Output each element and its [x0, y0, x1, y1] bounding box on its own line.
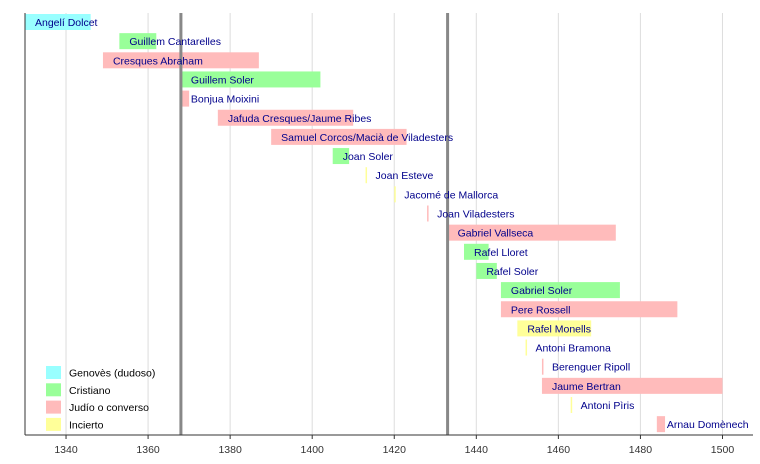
- legend-label: Judío o converso: [69, 402, 149, 414]
- legend-swatch: [46, 383, 61, 397]
- timeline-bar: [500, 301, 678, 318]
- bar-label: Rafel Monells: [527, 323, 591, 335]
- bar-label: Arnau Domènech: [667, 419, 749, 431]
- bar-labels: Angelí Dolcet Guillem Cantarelles Cresques…: [35, 17, 749, 431]
- timeline-bar: [271, 128, 407, 145]
- timeline-bar: [541, 358, 544, 375]
- legend-swatch: [46, 400, 61, 414]
- bar-label: Antoni Bramona: [536, 343, 611, 355]
- legend-label: Genovès (dudoso): [69, 368, 155, 380]
- timeline-bar: [332, 148, 350, 165]
- legend-label: Cristiano: [69, 385, 111, 397]
- timeline-bar: [476, 262, 497, 279]
- timeline-bar: [656, 416, 666, 433]
- x-tick-label: 1400: [301, 444, 325, 456]
- timeline-bar: [525, 339, 528, 356]
- bar-label: Berenguer Ripoll: [552, 362, 630, 374]
- bar-label: Angelí Dolcet: [35, 17, 98, 29]
- timeline-bar: [394, 186, 396, 203]
- timeline-bar: [119, 33, 157, 50]
- x-tick-label: 1380: [218, 444, 242, 456]
- bar-label: Joan Esteve: [376, 170, 434, 182]
- bar-label: Rafel Soler: [486, 266, 538, 278]
- timeline-bar: [570, 397, 573, 413]
- x-axis: 1340 1360 1380 1400 1420 1440 1460 1480 1500: [24, 13, 753, 456]
- timeline-bar: [464, 243, 489, 260]
- x-tick-label: 1340: [54, 444, 78, 456]
- timeline-bar: [365, 167, 368, 184]
- timeline-bar: [541, 377, 723, 394]
- timeline-bar: [180, 90, 190, 107]
- x-tick-label: 1460: [547, 444, 571, 456]
- bar-label: Jafuda Cresques/Jaume Ribes: [228, 113, 372, 125]
- bar-label: Gabriel Vallseca: [458, 228, 534, 240]
- bar-label: Samuel Corcos/Macià de Viladesters: [281, 132, 453, 144]
- marker-lines: [179, 13, 450, 435]
- legend-swatch: [46, 417, 61, 431]
- bar-label: Antoni Pìris: [581, 400, 635, 412]
- x-tick-label: 1500: [711, 444, 735, 456]
- timeline-bar: [427, 205, 429, 222]
- timeline-bar: [217, 109, 354, 126]
- bar-label: Guillem Cantarelles: [129, 36, 221, 48]
- timeline-bar: [500, 282, 620, 299]
- bar-label: Pere Rossell: [511, 304, 571, 316]
- bar-label: Cresques Abraham: [113, 55, 203, 67]
- timeline-bar: [180, 71, 321, 88]
- bar-label: Gabriel Soler: [511, 285, 573, 297]
- bar-label: Bonjua Moixini: [191, 94, 259, 106]
- bar-label: Jaume Bertran: [552, 381, 621, 393]
- bar-label: Joan Soler: [343, 151, 394, 163]
- legend: Genovès (dudoso) Cristiano Judío o convers…: [46, 366, 155, 431]
- x-tick-label: 1480: [629, 444, 653, 456]
- timeline-bar: [25, 14, 91, 30]
- legend-label: Incierto: [69, 419, 104, 431]
- timeline-bar: [517, 320, 592, 337]
- bar-label: Rafel Lloret: [474, 247, 528, 259]
- bar-label: Guillem Soler: [191, 74, 255, 86]
- legend-swatch: [46, 366, 61, 379]
- x-tick-label: 1420: [383, 444, 407, 456]
- bar-label: Jacomé de Mallorca: [404, 189, 498, 201]
- x-tick-label: 1440: [465, 444, 489, 456]
- timeline-bar: [447, 224, 616, 241]
- x-tick-label: 1360: [136, 444, 160, 456]
- bar-label: Joan Viladesters: [437, 209, 514, 221]
